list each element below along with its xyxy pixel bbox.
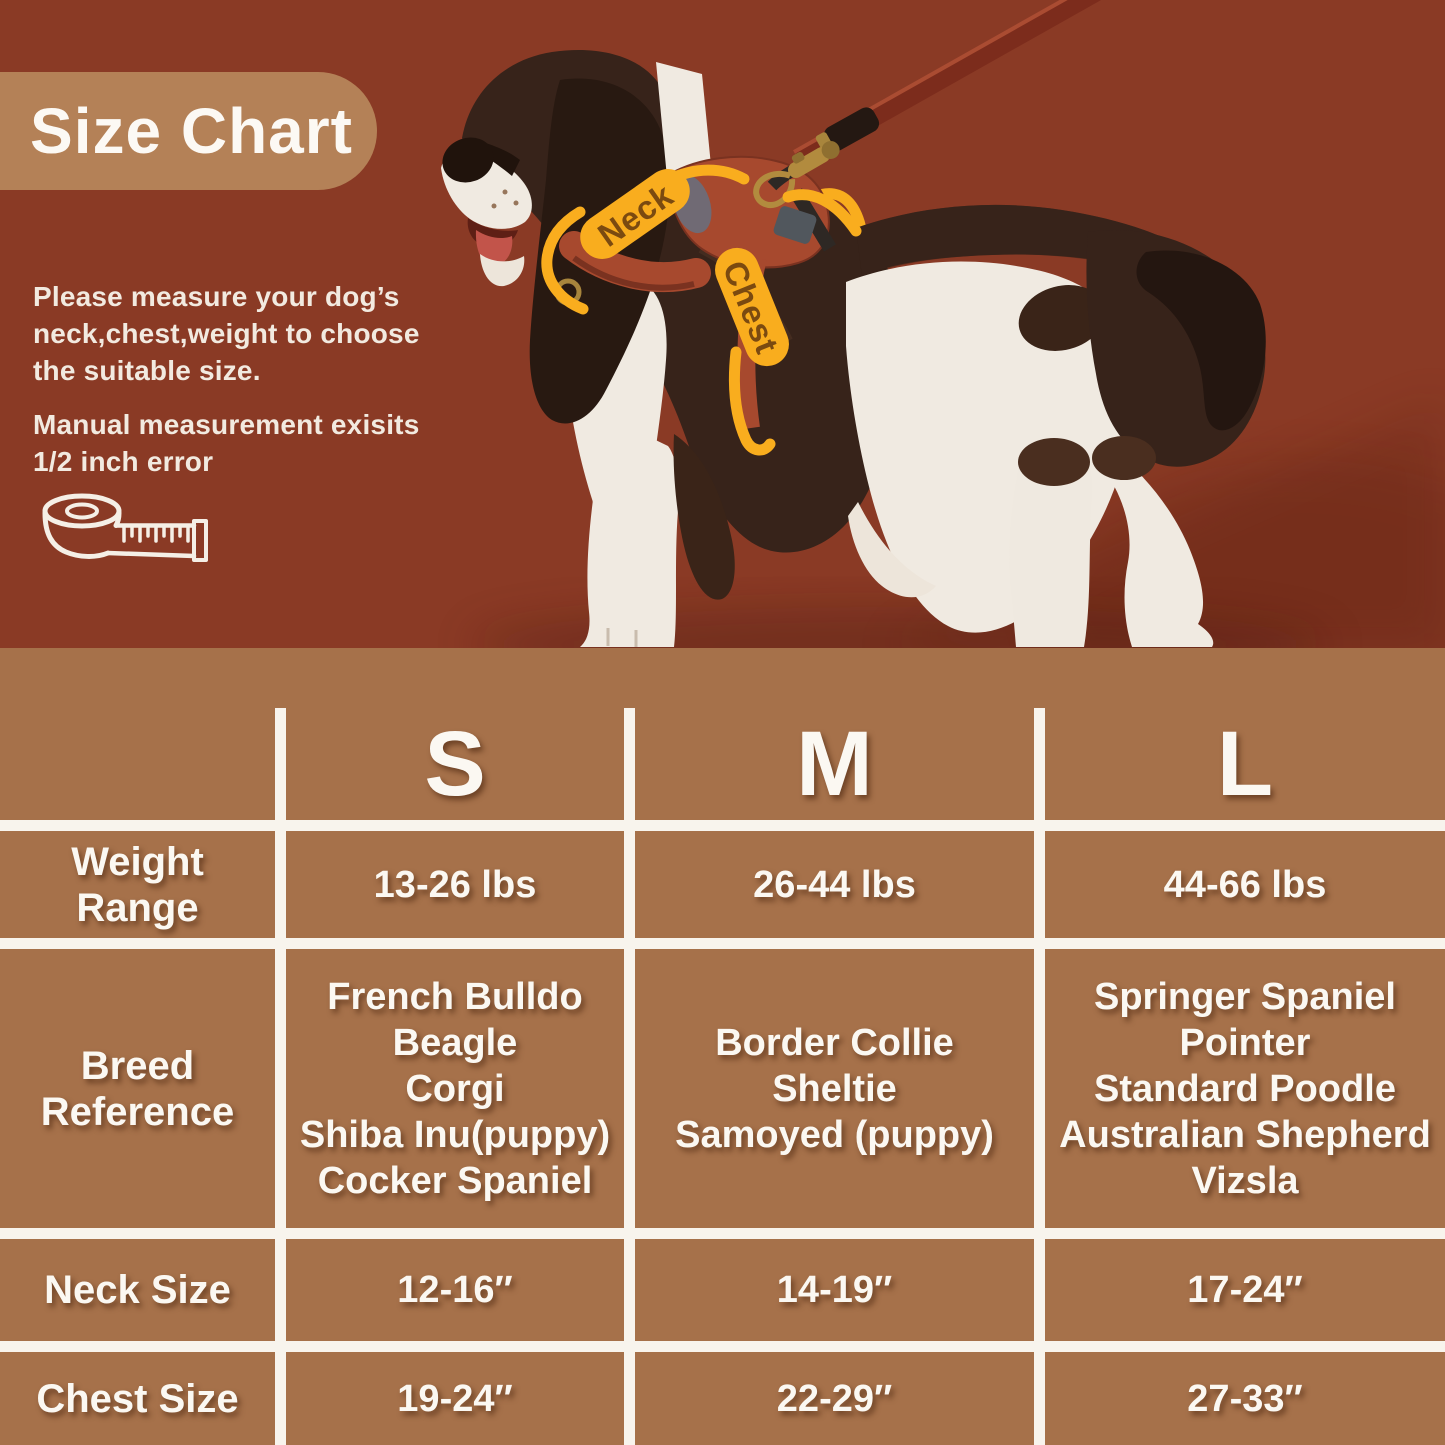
- column-header-l: L: [1216, 712, 1274, 815]
- neck-size-m: 14-19″: [776, 1269, 893, 1311]
- hero-section: Neck Chest Size Chart Please measure you…: [0, 0, 1445, 648]
- weight-range-s: 13-26 lbs: [373, 863, 537, 906]
- breed-reference-l: Springer Spaniel Pointer Standard Poodle…: [1059, 975, 1431, 1202]
- divider: [275, 708, 286, 1445]
- neck-size-l: 17-24″: [1187, 1269, 1303, 1311]
- divider: [0, 1341, 1445, 1352]
- chest-size-m: 22-29″: [776, 1377, 893, 1420]
- title-pill: Size Chart: [0, 72, 377, 190]
- dog: [441, 0, 1266, 647]
- breed-reference-s: French Bulldo Beagle Corgi Shiba Inu(pup…: [299, 975, 611, 1202]
- neck-size-s: 12-16″: [397, 1269, 513, 1311]
- size-table: S M L Weight Range 13-26 lbs 26-44 lbs 4…: [0, 648, 1445, 1445]
- divider: [0, 1228, 1445, 1239]
- row-label-chest-size: Chest Size: [36, 1376, 239, 1421]
- weight-range-m: 26-44 lbs: [753, 863, 916, 906]
- intro-measure-text: Please measure your dog’s neck,chest,wei…: [33, 281, 420, 386]
- divider: [624, 708, 635, 1445]
- column-header-m: M: [796, 712, 873, 815]
- row-label-weight-range: Weight Range: [71, 839, 204, 930]
- weight-range-l: 44-66 lbs: [1163, 863, 1327, 906]
- row-label-neck-size: Neck Size: [44, 1268, 231, 1312]
- divider: [0, 820, 1445, 831]
- divider: [0, 938, 1445, 949]
- divider: [1034, 708, 1045, 1445]
- page-title: Size Chart: [30, 95, 353, 167]
- dog-photo-illustration: Neck Chest: [0, 0, 1445, 648]
- chest-size-l: 27-33″: [1187, 1377, 1303, 1420]
- chest-size-s: 19-24″: [397, 1377, 513, 1420]
- tape-measure-icon: [42, 493, 208, 562]
- row-label-breed-reference: Breed Reference: [40, 1043, 235, 1134]
- intro-error-text: Manual measurement exisits 1/2 inch erro…: [33, 409, 420, 477]
- leash: [753, 0, 1102, 208]
- breed-reference-m: Border Collie Sheltie Samoyed (puppy): [675, 1021, 994, 1156]
- column-header-s: S: [424, 712, 486, 815]
